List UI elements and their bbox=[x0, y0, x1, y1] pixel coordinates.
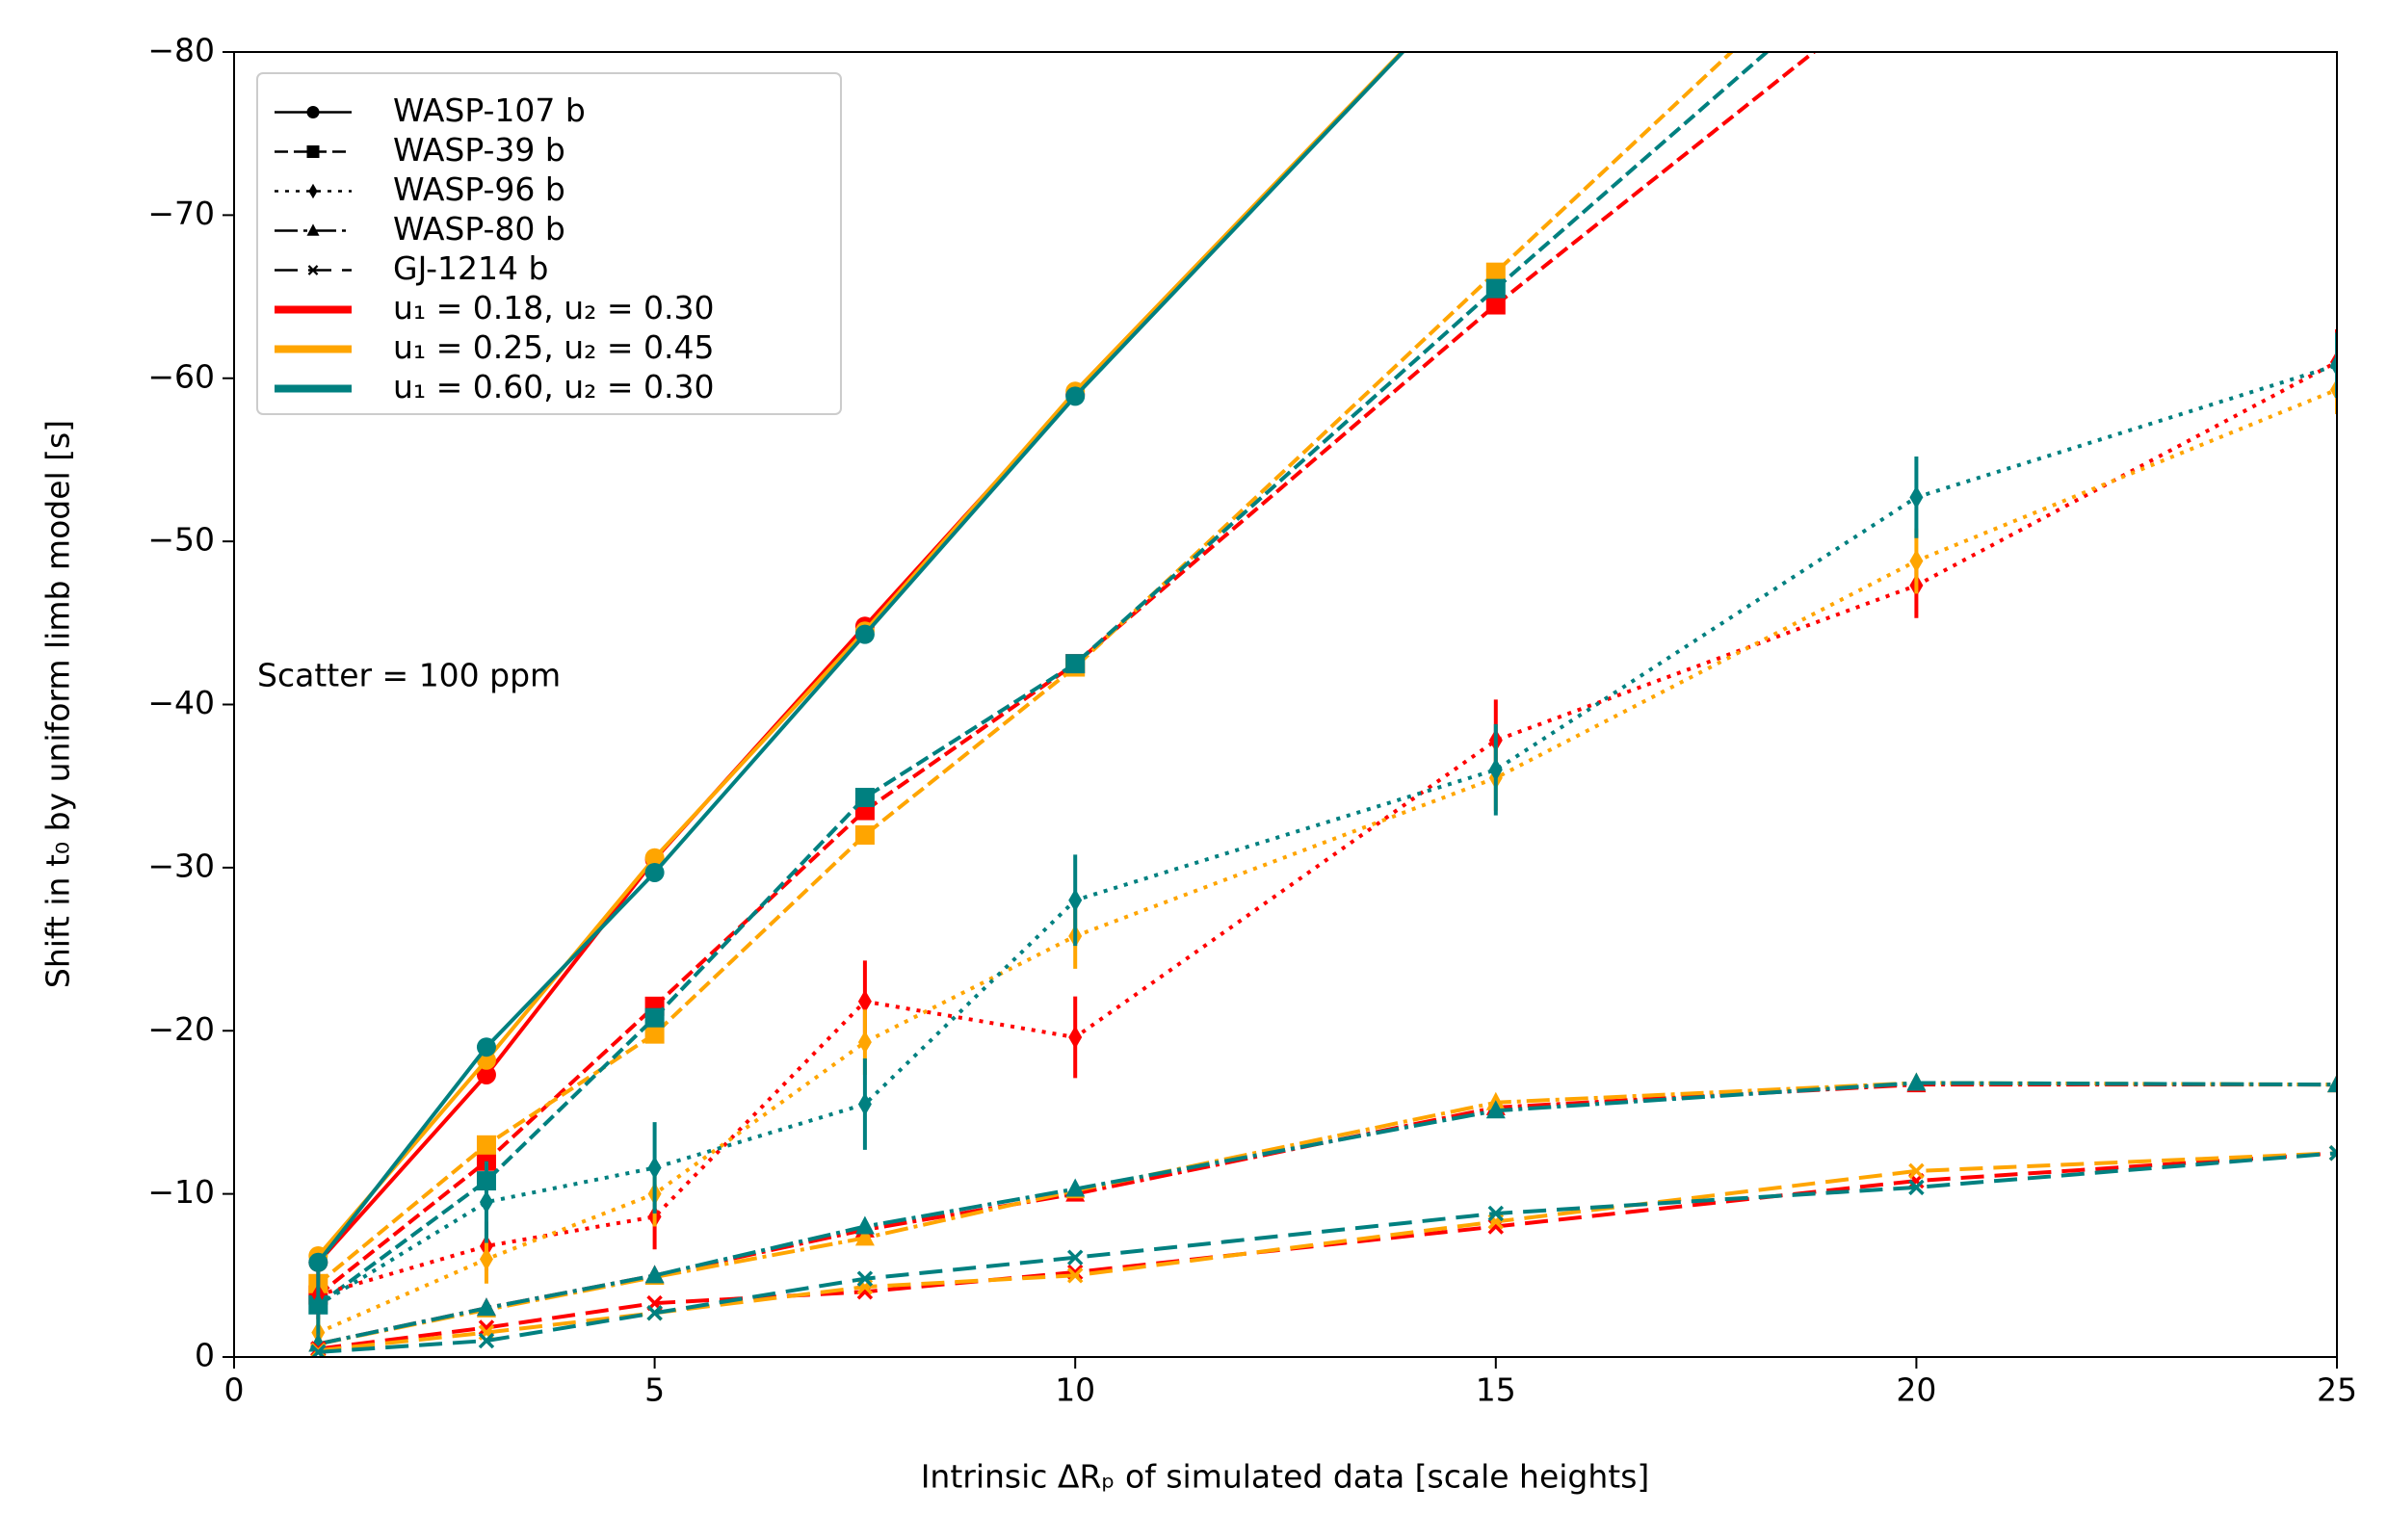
series-line bbox=[317, 1081, 2337, 1346]
legend-label: WASP-39 b bbox=[393, 131, 565, 169]
marker bbox=[307, 265, 319, 275]
marker bbox=[1487, 1205, 1505, 1222]
marker bbox=[1065, 1178, 1086, 1197]
x-tick-label: 0 bbox=[224, 1371, 245, 1409]
y-tick-label: −40 bbox=[147, 684, 215, 721]
y-tick-label: −20 bbox=[147, 1010, 215, 1048]
marker bbox=[644, 1007, 665, 1028]
series-line bbox=[317, 363, 2337, 1307]
marker bbox=[1909, 485, 1924, 509]
x-tick-label: 15 bbox=[1476, 1371, 1516, 1409]
x-tick-label: 25 bbox=[2317, 1371, 2357, 1409]
marker bbox=[476, 1064, 496, 1084]
plot-area bbox=[308, 52, 2337, 1357]
marker bbox=[479, 1247, 493, 1271]
y-tick-label: −80 bbox=[147, 32, 215, 69]
marker bbox=[476, 1297, 496, 1317]
y-tick-label: −10 bbox=[147, 1173, 215, 1211]
series-line bbox=[316, 52, 1405, 1264]
series-line bbox=[316, 52, 1404, 1258]
marker bbox=[308, 1252, 328, 1272]
marker bbox=[1906, 1072, 1927, 1091]
marker bbox=[644, 1265, 665, 1284]
marker bbox=[308, 183, 318, 199]
marker bbox=[646, 1305, 663, 1321]
marker bbox=[1485, 278, 1506, 299]
marker bbox=[854, 825, 875, 845]
marker bbox=[1908, 1179, 1925, 1196]
legend-label: u₁ = 0.60, u₂ = 0.30 bbox=[393, 368, 714, 405]
marker bbox=[1066, 1249, 1084, 1266]
marker bbox=[1485, 295, 1506, 315]
x-tick-label: 20 bbox=[1896, 1371, 1936, 1409]
marker bbox=[2330, 353, 2337, 378]
x-tick-label: 10 bbox=[1055, 1371, 1095, 1409]
series-line bbox=[318, 1151, 2337, 1353]
legend-label: WASP-96 b bbox=[393, 170, 565, 208]
x-axis-label: Intrinsic ΔRₚ of simulated data [scale h… bbox=[921, 1458, 1650, 1496]
y-tick-label: −30 bbox=[147, 847, 215, 884]
marker bbox=[1485, 1100, 1506, 1119]
marker bbox=[1908, 1162, 1925, 1180]
y-tick-label: −60 bbox=[147, 357, 215, 395]
y-axis-label: Shift in t₀ by uniform limb model [s] bbox=[39, 420, 77, 988]
y-tick-label: −50 bbox=[147, 521, 215, 559]
marker bbox=[479, 1190, 493, 1214]
marker bbox=[854, 624, 875, 644]
marker bbox=[1068, 888, 1083, 912]
marker bbox=[2327, 1074, 2337, 1093]
marker bbox=[306, 223, 320, 236]
marker bbox=[2328, 1145, 2337, 1162]
annotation: Scatter = 100 ppm bbox=[257, 657, 561, 694]
marker bbox=[1065, 654, 1086, 674]
marker bbox=[644, 1024, 665, 1044]
marker bbox=[306, 145, 320, 158]
x-tick-label: 5 bbox=[644, 1371, 665, 1409]
legend-label: u₁ = 0.18, u₂ = 0.30 bbox=[393, 289, 714, 326]
series-line bbox=[317, 360, 2337, 1297]
marker bbox=[857, 989, 872, 1013]
legend-label: WASP-107 b bbox=[393, 91, 586, 129]
legend-frame bbox=[256, 72, 842, 415]
marker bbox=[1065, 386, 1086, 406]
marker bbox=[647, 1156, 662, 1180]
marker bbox=[478, 1332, 495, 1349]
marker bbox=[476, 1037, 496, 1057]
y-tick-label: 0 bbox=[195, 1337, 215, 1374]
marker bbox=[856, 1270, 874, 1287]
marker bbox=[857, 1092, 872, 1116]
marker bbox=[1485, 262, 1506, 282]
series-line bbox=[318, 1151, 2337, 1354]
marker bbox=[644, 862, 665, 882]
legend-label: WASP-80 b bbox=[393, 210, 565, 248]
legend-label: u₁ = 0.25, u₂ = 0.45 bbox=[393, 328, 714, 366]
marker bbox=[476, 1135, 496, 1155]
marker bbox=[306, 106, 320, 118]
marker bbox=[1068, 1026, 1083, 1050]
marker bbox=[854, 1227, 875, 1246]
marker bbox=[1488, 758, 1503, 782]
marker bbox=[857, 1031, 872, 1055]
marker bbox=[644, 848, 665, 868]
marker bbox=[1909, 549, 1924, 573]
marker bbox=[854, 788, 875, 808]
marker bbox=[1066, 1267, 1084, 1284]
marker bbox=[854, 1215, 875, 1235]
series-line bbox=[317, 387, 2337, 1335]
y-tick-label: −70 bbox=[147, 195, 215, 232]
legend-label: GJ-1214 b bbox=[393, 249, 548, 287]
marker bbox=[311, 1292, 326, 1317]
